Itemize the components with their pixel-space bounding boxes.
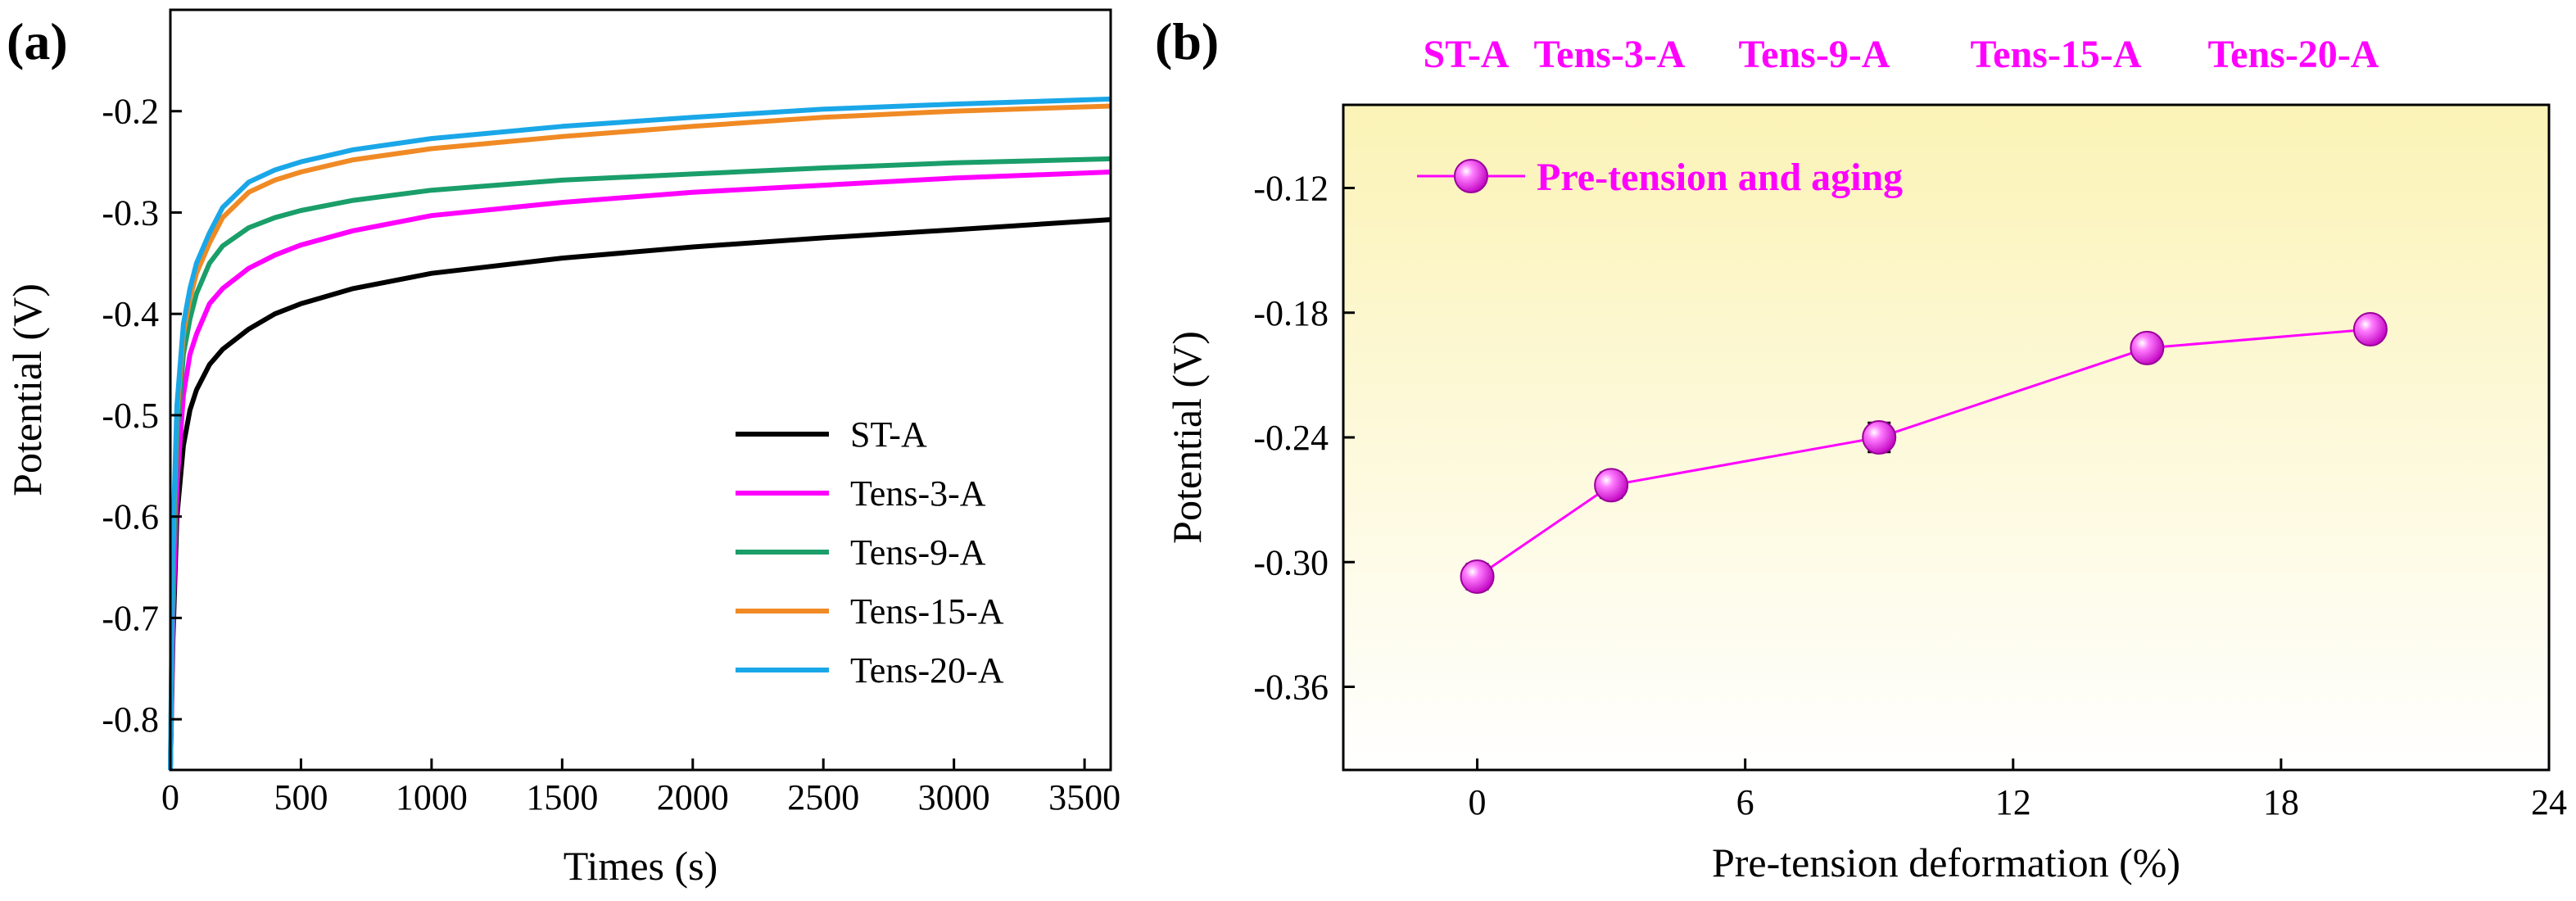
panel-a-x-axis-title: Times (s)	[564, 843, 718, 889]
data-point	[1594, 468, 1629, 503]
y-tick-label: -0.12	[1253, 169, 1329, 209]
series-line-tens-20-a	[168, 96, 1111, 771]
panel-a-label: (a)	[7, 12, 68, 70]
panel-b-sample-annotations: ST-A Tens-3-A Tens-9-A Tens-15-A Tens-20-A	[1424, 33, 2379, 76]
y-tick-label: -0.18	[1253, 293, 1329, 333]
panel-a-y-ticks: -0.8 -0.7 -0.6 -0.5 -0.4 -0.3 -0.2	[102, 92, 182, 740]
data-point	[1460, 559, 1495, 595]
data-point	[2352, 312, 2388, 347]
y-tick-label: -0.2	[102, 92, 159, 132]
legend-label: Tens-9-A	[850, 532, 986, 573]
x-tick-label: 0	[161, 777, 179, 817]
legend-label: Pre-tension and aging	[1537, 156, 1903, 199]
series-line-st-a	[168, 217, 1111, 771]
panel-a-x-ticks: 0 500 1000 1500 2000 2500 3000 3500	[161, 758, 1120, 817]
y-tick-label: -0.7	[102, 598, 159, 638]
y-tick-label: -0.6	[102, 497, 159, 537]
y-tick-label: -0.24	[1253, 418, 1329, 458]
panel-a-axes-frame	[169, 8, 1112, 772]
x-tick-label: 2000	[657, 777, 729, 817]
y-tick-label: -0.36	[1253, 668, 1329, 708]
panel-a-y-axis-title: Potential (V)	[4, 283, 50, 496]
panel-b-y-axis-title: Potential (V)	[1164, 331, 1210, 544]
sample-annotation: Tens-3-A	[1534, 33, 1686, 76]
sample-annotation: ST-A	[1424, 33, 1510, 76]
x-tick-label: 1500	[526, 777, 598, 817]
panel-a-line-chart: (a) 0 500 1000 1500 2000 2500 3000 3500 -0.8-0.…	[4, 8, 1120, 889]
panel-b-x-ticks: 0 6 12 18 24	[1469, 758, 2567, 822]
x-tick-label: 24	[2531, 782, 2567, 822]
x-tick-label: 2500	[787, 777, 859, 817]
panel-a-plot-area	[170, 10, 1111, 770]
sample-annotation: Tens-9-A	[1739, 33, 1890, 76]
panel-a-legend: ST-A Tens-3-A Tens-9-A Tens-15-A Tens-20-A	[736, 414, 1004, 690]
legend-swatch-marker	[1454, 159, 1488, 193]
y-tick-label: -0.5	[102, 396, 159, 436]
panel-b-x-axis-title: Pre-tension deformation (%)	[1712, 840, 2180, 885]
panel-b-legend: Pre-tension and aging	[1417, 156, 1903, 199]
sample-annotation: Tens-15-A	[1971, 33, 2142, 76]
panel-b-line-chart: (b) ST-A Tens-3-A Tens-9-A Tens-15-A Tens-20…	[1155, 12, 2567, 885]
y-tick-label: -0.4	[102, 294, 159, 334]
y-tick-label: -0.8	[102, 700, 159, 740]
x-tick-label: 0	[1469, 782, 1487, 822]
legend-label: Tens-20-A	[850, 650, 1004, 690]
data-point	[1862, 420, 1897, 455]
legend-label: Tens-3-A	[850, 473, 986, 514]
x-tick-label: 1000	[396, 777, 468, 817]
panel-b-series-group	[1460, 312, 2388, 595]
panel-b-label: (b)	[1155, 12, 1219, 70]
x-tick-label: 3500	[1048, 777, 1120, 817]
sample-annotation: Tens-20-A	[2208, 33, 2379, 76]
x-tick-label: 6	[1736, 782, 1754, 822]
panel-b-y-ticks: -0.36 -0.30 -0.24 -0.18 -0.12	[1253, 169, 1355, 708]
y-tick-label: -0.3	[102, 192, 159, 233]
panel-a-series-group	[168, 96, 1111, 771]
panel-b-plot-area	[1343, 105, 2549, 770]
data-point	[2130, 330, 2165, 365]
y-tick-label: -0.30	[1253, 542, 1329, 582]
x-tick-label: 12	[1995, 782, 2031, 822]
x-tick-label: 500	[274, 777, 328, 817]
x-tick-label: 18	[2263, 782, 2299, 822]
legend-label: Tens-15-A	[850, 591, 1004, 632]
legend-label: ST-A	[850, 414, 927, 455]
x-tick-label: 3000	[918, 777, 990, 817]
series-line-tens-3-a	[168, 170, 1111, 771]
